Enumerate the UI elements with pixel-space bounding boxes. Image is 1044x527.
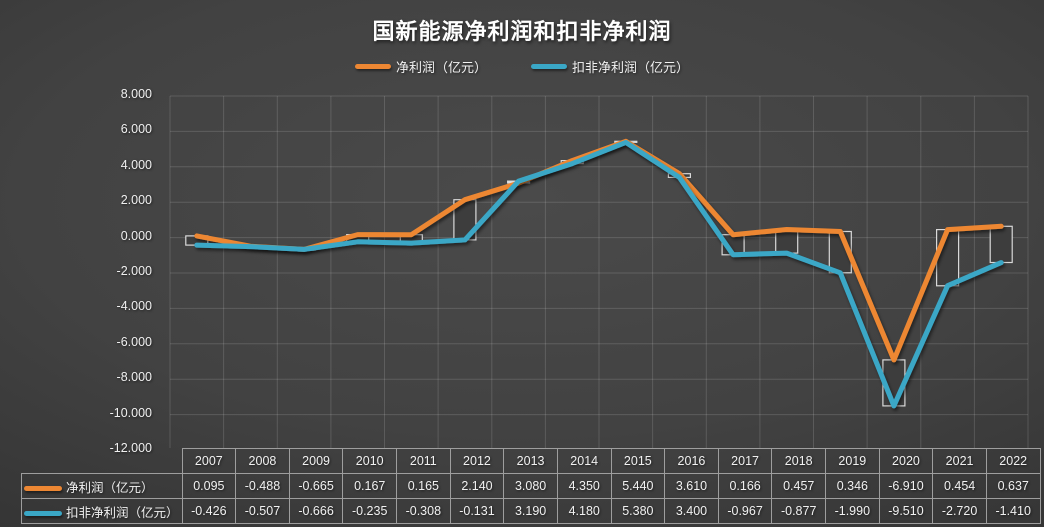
table-value-cell: -0.666 [288,498,344,524]
table-year-row: 2007 2008 2009 2010 2011 2012 2013 2014 2015 2016… [21,448,1041,474]
table-series-row-1: 扣非净利润（亿元） -0.426 -0.507 -0.666 -0.235 -0.308-… [21,498,1041,524]
table-value-cell: -0.308 [396,498,451,524]
table-series-label: 净利润（亿元） [66,480,154,495]
table-value-cell: 4.350 [556,473,612,499]
table-value-cell: 2.140 [449,473,505,499]
table-value-cell: 0.166 [717,473,773,499]
table-year-cell: 2018 [771,448,827,474]
table-value-cell: 0.346 [825,473,880,499]
table-value-cell: -0.877 [771,498,827,524]
table-value-cell: -2.720 [932,498,987,524]
table-year-cell: 2007 [181,448,237,474]
table-year-cell: 2009 [288,448,344,474]
y-axis-tick-label: 8.000 [120,87,152,101]
table-value-cell: -1.410 [985,498,1041,524]
y-axis-tick-label: 4.000 [120,157,152,172]
table-value-cell: 5.440 [610,473,666,499]
table-value-cell: -0.131 [449,498,505,524]
legend-key-line-icon [531,64,567,69]
table-value-cell: 0.095 [181,473,237,499]
table-series-row-0: 净利润（亿元） 0.095 -0.488 -0.665 0.167 0.165 2.140 3… [21,473,1041,499]
table-value-cell: 4.180 [556,498,612,524]
y-axis-tick-label: -4.000 [116,299,152,314]
table-series-label: 扣非净利润（亿元） [66,505,179,520]
vertical-gridlines [169,96,1029,448]
table-value-cell: -1.990 [825,498,880,524]
table-value-cell: 0.457 [771,473,827,499]
y-axis-tick-label: 0.000 [120,228,152,243]
table-value-cell: -0.488 [235,473,290,499]
table-value-cell: 0.637 [985,473,1041,499]
table-value-cell: -0.235 [342,498,398,524]
legend-key-line-icon [24,510,62,516]
legend: 净利润（亿元） 扣非净利润（亿元） [0,57,1044,76]
table-year-cell: 2020 [878,448,934,474]
legend-key-line-icon [354,64,391,69]
table-value-cell: -0.507 [235,498,290,524]
chart-title: 国新能源净利润和扣非净利润 [372,19,672,44]
table-value-cell: -6.910 [878,473,934,499]
table-value-cell: 5.380 [610,498,666,524]
table-year-cell: 2017 [717,448,773,474]
y-axis-tick-label: -6.000 [116,334,152,349]
table-value-cell: -0.665 [288,473,344,499]
table-year-cell: 2013 [503,448,558,474]
table-year-cell: 2012 [449,448,505,474]
data-table: 2007 2008 2009 2010 2011 2012 2013 2014 2015 2016… [21,448,1041,524]
table-year-cell: 2010 [342,448,398,474]
table-value-cell: 3.080 [503,473,558,499]
table-series-label-cell: 扣非净利润（亿元） [21,498,183,524]
table-value-cell: -9.510 [878,498,934,524]
table-year-cell: 2015 [610,448,666,474]
y-axis-tick-label: -8.000 [116,370,152,385]
y-axis-tick-label: -10.000 [109,405,152,420]
y-axis-tick-label: 6.000 [120,122,152,137]
table-year-cell: 2021 [932,448,987,474]
table-year-cell: 2016 [664,448,719,474]
table-value-cell: 3.400 [664,498,719,524]
table-value-cell: 0.165 [396,473,451,499]
table-value-cell: -0.426 [181,498,237,524]
table-value-cell: 3.190 [503,498,558,524]
table-year-cell: 2011 [396,448,451,474]
legend-label: 扣非净利润（亿元） [572,60,690,75]
table-year-cell: 2008 [235,448,290,474]
table-value-cell: 3.610 [664,473,719,499]
table-year-cell: 2022 [985,448,1041,474]
series-line-1 [194,139,1004,409]
table-value-cell: 0.167 [342,473,398,499]
legend-item-0: 净利润（亿元） [354,57,487,76]
y-axis-tick-label: 2.000 [120,193,152,208]
legend-label: 净利润（亿元） [395,60,487,75]
table-series-label-cell: 净利润（亿元） [21,473,183,499]
table-value-cell: 0.454 [932,473,987,499]
table-year-cell: 2014 [556,448,612,474]
y-axis-tick-label: -2.000 [116,264,152,278]
legend-item-1: 扣非净利润（亿元） [531,57,689,76]
table-corner-cell [21,448,183,474]
legend-key-line-icon [24,485,62,491]
table-year-cell: 2019 [825,448,880,474]
table-value-cell: -0.967 [717,498,773,524]
